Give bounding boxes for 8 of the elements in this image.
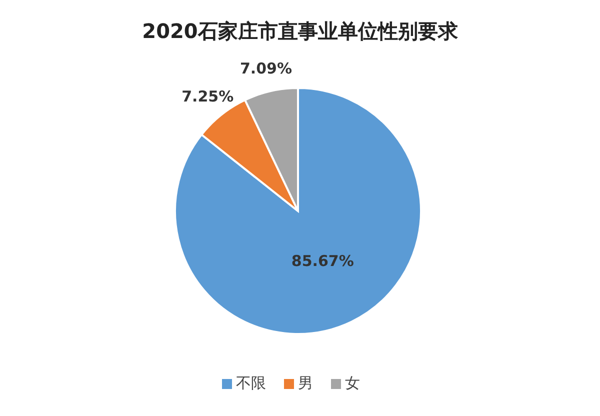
legend-label: 男 — [298, 374, 313, 392]
data-label: 7.25% — [182, 88, 234, 106]
legend-label: 女 — [345, 374, 360, 392]
legend-label: 不限 — [236, 374, 266, 392]
pie-slice — [174, 87, 422, 335]
chart-title: 2020石家庄市直事业单位性别要求 — [142, 19, 459, 43]
data-label: 7.09% — [240, 60, 292, 78]
data-label: 85.67% — [291, 252, 354, 270]
